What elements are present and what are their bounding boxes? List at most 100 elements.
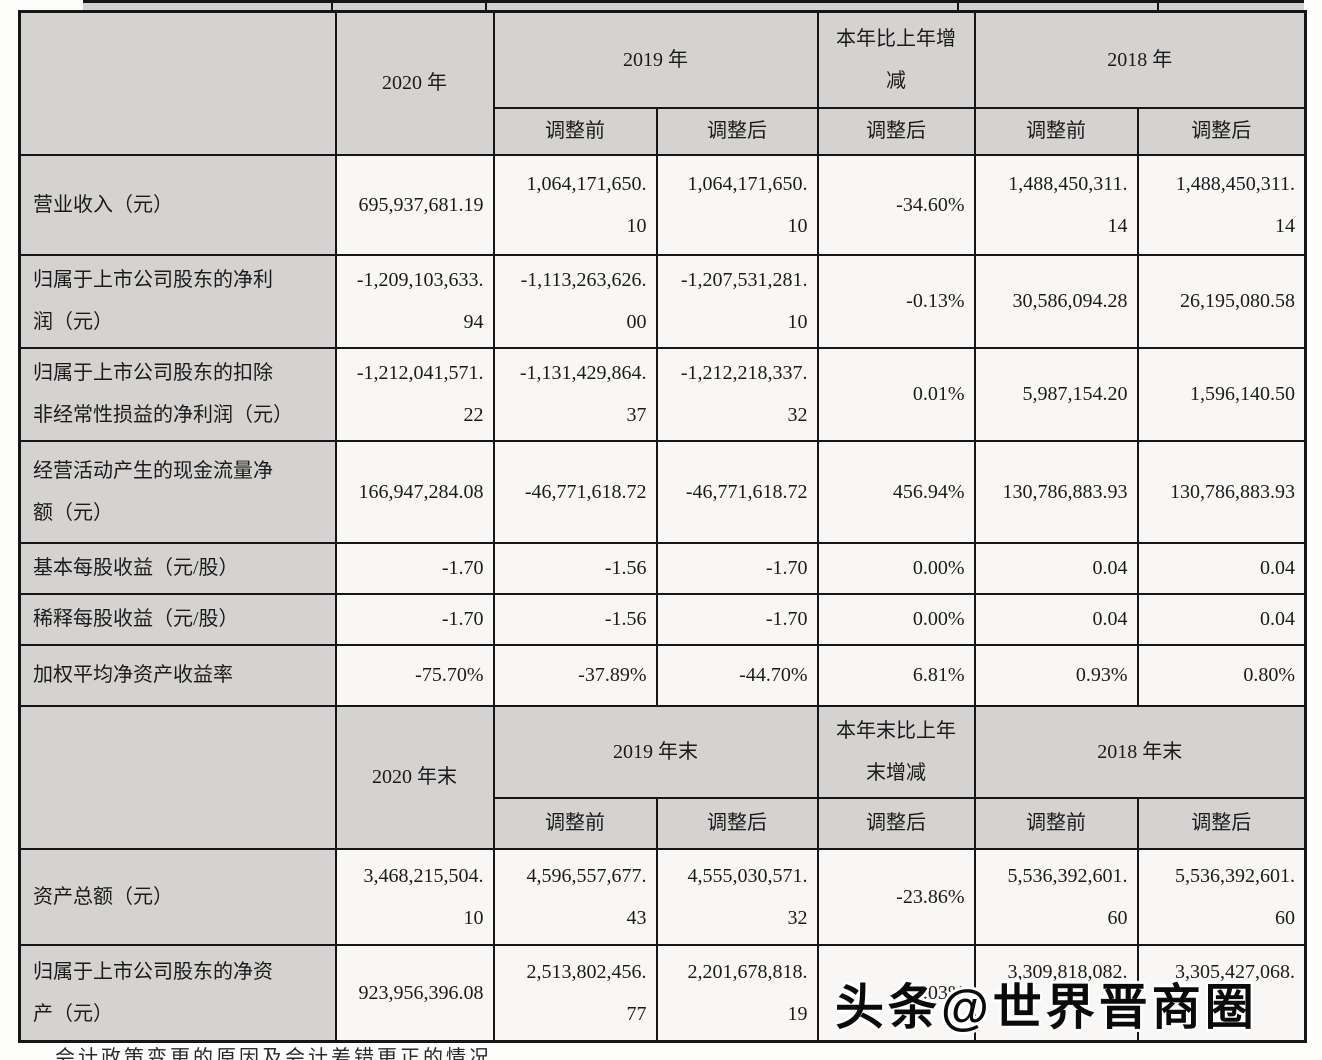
value-cell: 0.04 <box>1136 541 1307 595</box>
value-cell: 0.00% <box>816 592 976 646</box>
header-row-adjust: 调整前 调整后 调整后 调整前 调整后 <box>20 106 1307 156</box>
row-label: 稀释每股收益（元/股） <box>18 592 337 646</box>
row-label: 归属于上市公司股东的净利 润（元） <box>18 253 337 349</box>
value-cell: -1.70 <box>655 541 819 595</box>
col-header-2018: 2018 年 <box>973 10 1307 109</box>
value-cell: 3,309,818,082. <box>973 943 1139 1043</box>
value-cell: -1,131,429,864. 37 <box>492 346 658 442</box>
value-cell: -44.70% <box>655 643 819 707</box>
table-row-basic-eps: 基本每股收益（元/股） -1.70 -1.56 -1.70 0.00% 0.04… <box>18 541 1307 595</box>
value-cell: 0.04 <box>973 592 1139 646</box>
subheader-change-post-2: 调整后 <box>816 796 976 850</box>
value-cell: -1.56 <box>492 592 658 646</box>
header-row-adjust-2: 调整前 调整后 调整后 调整前 调整后 <box>20 796 1307 850</box>
value-cell: 130,786,883.93 <box>1136 439 1307 544</box>
cut-cell <box>1159 3 1304 10</box>
row-label: 经营活动产生的现金流量净 额（元） <box>18 439 337 544</box>
subheader-2018end-pre: 调整前 <box>973 796 1139 850</box>
value-cell: 0.04 <box>1136 592 1307 646</box>
table-row-revenue: 营业收入（元） 695,937,681.19 1,064,171,650. 10… <box>18 153 1307 256</box>
header-row-years: 2020 年 2019 年 本年比上年增 减 2018 年 <box>18 10 1307 156</box>
value-cell: 5,536,392,601. 60 <box>973 847 1139 946</box>
corner-cell <box>18 704 337 850</box>
footnote-clipped: 会计政策变更的原因及会计差错更正的情况 <box>55 1047 955 1060</box>
value-cell: 5,536,392,601. 60 <box>1136 847 1307 946</box>
value-cell: 456.94% <box>816 439 976 544</box>
value-cell: 1,488,450,311. 14 <box>973 153 1139 256</box>
value-cell: -1.70 <box>655 592 819 646</box>
value-cell: 0.04 <box>973 541 1139 595</box>
value-cell: 3,468,215,504. 10 <box>334 847 495 946</box>
table-row-net-assets: 归属于上市公司股东的净资 产（元） 923,956,396.08 2,513,8… <box>18 943 1307 1043</box>
value-cell: -1.70 <box>334 592 495 646</box>
col-header-2018-end: 2018 年末 <box>973 704 1307 799</box>
value-cell: 0.80% <box>1136 643 1307 707</box>
subheader-2018end-post: 调整后 <box>1136 796 1307 850</box>
subheader-2018-post: 调整后 <box>1136 106 1307 156</box>
col-header-yoy-change: 本年比上年增 减 <box>816 10 976 109</box>
row-label: 加权平均净资产收益率 <box>18 643 337 707</box>
row-label: 营业收入（元） <box>18 153 337 256</box>
value-cell: 0.00% <box>816 541 976 595</box>
value-cell: -23.86% <box>816 847 976 946</box>
financial-table: 2020 年 2019 年 本年比上年增 减 2018 年 调整前 调整后 调整… <box>18 10 1307 1043</box>
subheader-change-post: 调整后 <box>816 106 976 156</box>
col-header-yearend-change: 本年末比上年 末增减 <box>816 704 976 799</box>
header-row-yearend: 2020 年末 2019 年末 本年末比上年 末增减 2018 年末 <box>18 704 1307 850</box>
col-header-2020-end: 2020 年末 <box>334 704 495 850</box>
value-cell: 30,586,094.28 <box>973 253 1139 349</box>
footnote-text: 会计政策变更的原因及会计差错更正的情况 <box>55 1047 492 1060</box>
value-cell: -1,212,218,337. 32 <box>655 346 819 442</box>
cut-cell <box>487 3 959 10</box>
corner-cell <box>18 10 337 156</box>
value-cell: -1.70 <box>334 541 495 595</box>
col-header-2020: 2020 年 <box>334 10 495 156</box>
value-cell: -34.60% <box>816 153 976 256</box>
value-cell: 1,064,171,650. 10 <box>655 153 819 256</box>
value-cell: 5,987,154.20 <box>973 346 1139 442</box>
table-row-operating-cash-flow: 经营活动产生的现金流量净 额（元） 166,947,284.08 -46,771… <box>18 439 1307 544</box>
cut-cell <box>83 3 333 10</box>
value-cell: 130,786,883.93 <box>973 439 1139 544</box>
subheader-2018-pre: 调整前 <box>973 106 1139 156</box>
table-row-diluted-eps: 稀释每股收益（元/股） -1.70 -1.56 -1.70 0.00% 0.04… <box>18 592 1307 646</box>
value-cell: 1,064,171,650. 10 <box>492 153 658 256</box>
value-cell: -58.03% <box>816 943 976 1043</box>
subheader-2019-pre: 调整前 <box>492 106 658 156</box>
value-cell: 6.81% <box>816 643 976 707</box>
value-cell: -46,771,618.72 <box>655 439 819 544</box>
col-header-2019: 2019 年 <box>492 10 819 109</box>
row-label: 归属于上市公司股东的净资 产（元） <box>18 943 337 1043</box>
value-cell: 26,195,080.58 <box>1136 253 1307 349</box>
value-cell: -37.89% <box>492 643 658 707</box>
value-cell: 0.93% <box>973 643 1139 707</box>
value-cell: 923,956,396.08 <box>334 943 495 1043</box>
value-cell: -1,209,103,633. 94 <box>334 253 495 349</box>
value-cell: 4,555,030,571. 32 <box>655 847 819 946</box>
table-row-net-profit: 归属于上市公司股东的净利 润（元） -1,209,103,633. 94 -1,… <box>18 253 1307 349</box>
col-header-2019-end: 2019 年末 <box>492 704 819 799</box>
value-cell: -1,212,041,571. 22 <box>334 346 495 442</box>
value-cell: 2,513,802,456. 77 <box>492 943 658 1043</box>
value-cell: -1,113,263,626. 00 <box>492 253 658 349</box>
table-row-weighted-avg-roe: 加权平均净资产收益率 -75.70% -37.89% -44.70% 6.81%… <box>18 643 1307 707</box>
value-cell: -46,771,618.72 <box>492 439 658 544</box>
value-cell: 4,596,557,677. 43 <box>492 847 658 946</box>
value-cell: -0.13% <box>816 253 976 349</box>
value-cell: -1,207,531,281. 10 <box>655 253 819 349</box>
value-cell: 2,201,678,818. 19 <box>655 943 819 1043</box>
row-label: 基本每股收益（元/股） <box>18 541 337 595</box>
value-cell: 1,596,140.50 <box>1136 346 1307 442</box>
table-row-net-profit-excl-nonrecurring: 归属于上市公司股东的扣除 非经常性损益的净利润（元） -1,212,041,57… <box>18 346 1307 442</box>
subheader-2019-post: 调整后 <box>655 106 819 156</box>
watermark: 头条@世界晋商圈 <box>835 981 1258 1035</box>
cut-cell <box>959 3 1159 10</box>
value-cell: 166,947,284.08 <box>334 439 495 544</box>
table-row-total-assets: 资产总额（元） 3,468,215,504. 10 4,596,557,677.… <box>18 847 1307 946</box>
previous-table-cut-edge <box>83 0 1304 10</box>
value-cell: -75.70% <box>334 643 495 707</box>
value-cell: 3,305,427,068. <box>1136 943 1307 1043</box>
value-cell: 0.01% <box>816 346 976 442</box>
subheader-2019end-post: 调整后 <box>655 796 819 850</box>
